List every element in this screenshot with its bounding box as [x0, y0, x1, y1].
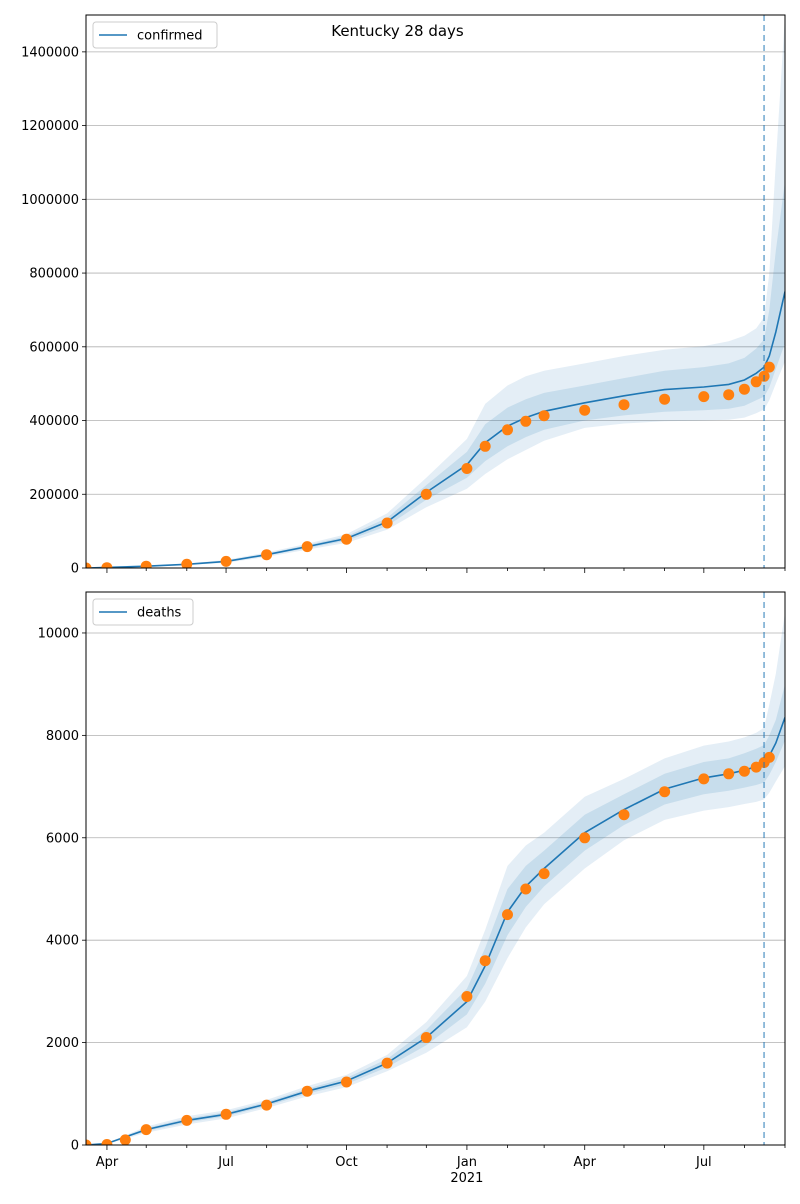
observed-point	[538, 410, 550, 422]
legend-box	[92, 21, 218, 49]
y-tick-label: 6000	[46, 831, 79, 846]
observed-point	[502, 424, 513, 436]
deaths-plot: 0 2000 4000 6000 8000 10000 Apr Jul Oct Jan Apr Jul…	[38, 591, 786, 1186]
observed-point	[181, 558, 193, 568]
band-inner-0	[86, 180, 785, 568]
x-tick-label: Apr	[96, 1155, 119, 1170]
observed-point	[119, 1134, 131, 1145]
legend-1: deaths	[92, 598, 194, 626]
observed-point	[220, 1108, 232, 1120]
x-tick-label: Jul	[695, 1155, 712, 1170]
observed-point	[479, 440, 491, 452]
y-tick-label: 200000	[29, 488, 79, 503]
observed-point	[698, 391, 710, 403]
x-year-label: 2021	[450, 1171, 483, 1186]
observed-point	[220, 555, 232, 567]
observed-point	[763, 751, 775, 763]
x-tick-label: Jul	[217, 1155, 234, 1170]
observed-point	[520, 883, 532, 895]
legend-label: confirmed	[137, 29, 203, 44]
plot-area	[86, 612, 785, 1145]
observed-point	[479, 955, 491, 967]
band-outer-1	[86, 612, 785, 1145]
observed-point	[618, 809, 630, 821]
confirmed-plot: 0 200000 400000 600000 800000 1000000 1200000 1…	[21, 14, 786, 577]
y-tick-label: 4000	[46, 934, 79, 949]
y-tick-label: 0	[71, 1139, 79, 1154]
observed-point	[261, 1099, 273, 1111]
y-tick-label: 10000	[38, 626, 79, 641]
observed-point	[181, 1114, 193, 1126]
y-tick-label: 800000	[29, 267, 79, 282]
observed-point	[750, 376, 762, 388]
y-tick-label: 0	[71, 562, 79, 577]
y-tick-label: 1000000	[21, 193, 79, 208]
observed-point	[579, 832, 591, 844]
observed-point	[520, 415, 532, 427]
observed-point	[301, 541, 313, 553]
observed-point	[140, 1124, 152, 1136]
observed-point	[502, 909, 513, 921]
observed-point	[659, 786, 671, 798]
observed-point	[738, 765, 750, 777]
observed-point	[461, 991, 473, 1002]
observed-point	[618, 399, 630, 411]
observed-point	[261, 549, 273, 561]
observed-point	[140, 560, 152, 568]
observed-point	[420, 1032, 432, 1043]
observed-point	[301, 1085, 313, 1097]
y-tick-label: 2000	[46, 1036, 79, 1051]
observed-point	[461, 463, 473, 474]
chart-title: Kentucky 28 days	[331, 22, 464, 40]
y-tick-label: 8000	[46, 729, 79, 744]
observed-point	[420, 488, 432, 500]
y-tick-label: 1400000	[21, 45, 79, 60]
x-tick-label: Apr	[573, 1155, 596, 1170]
band-inner-1	[86, 684, 785, 1145]
legend-box	[92, 598, 194, 626]
y-tick-label: 400000	[29, 414, 79, 429]
observed-point	[86, 1139, 92, 1145]
observed-point	[659, 393, 671, 405]
observed-point	[698, 773, 710, 785]
x-tick-label: Jan	[456, 1155, 477, 1170]
observed-point	[86, 562, 92, 568]
x-tick-label: Oct	[335, 1155, 357, 1170]
axes-frame	[85, 591, 786, 1146]
observed-point	[538, 868, 550, 880]
observed-point	[723, 768, 735, 780]
observed-point	[381, 517, 393, 529]
observed-point	[738, 383, 750, 395]
legend-label: deaths	[137, 606, 182, 621]
observed-point	[101, 1139, 113, 1145]
observed-point	[101, 562, 113, 568]
plot-area	[86, 15, 785, 568]
median-line-confirmed	[86, 291, 785, 568]
axes-frame	[85, 14, 786, 569]
observed-point	[341, 533, 352, 545]
observed-point	[723, 389, 735, 401]
observed-point	[381, 1057, 393, 1069]
observed-point	[763, 361, 775, 373]
legend-0: confirmed	[92, 21, 218, 49]
observed-point	[579, 404, 591, 416]
observed-point	[341, 1076, 352, 1088]
y-tick-label: 1200000	[21, 119, 79, 134]
y-tick-label: 600000	[29, 340, 79, 355]
